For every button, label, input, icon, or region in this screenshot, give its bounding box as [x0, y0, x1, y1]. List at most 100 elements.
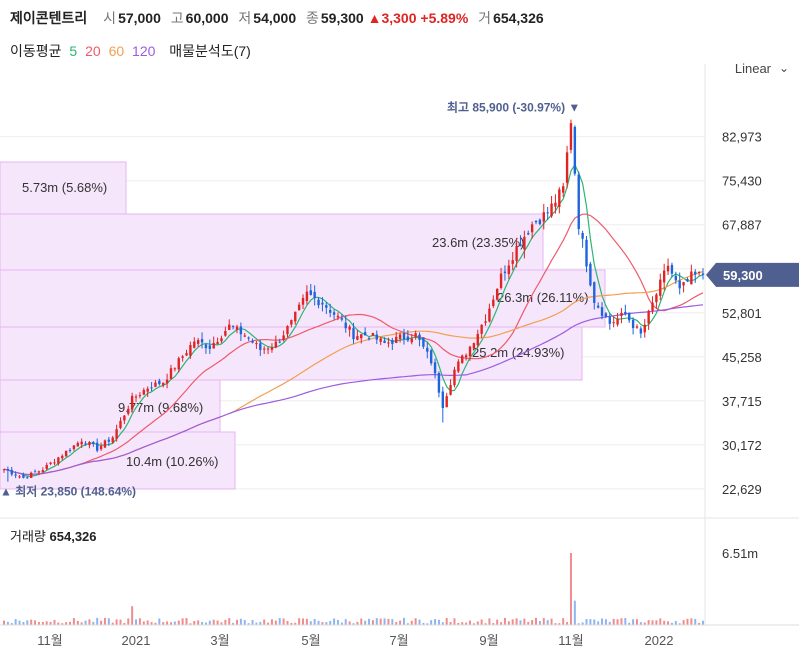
candle-body [363, 332, 367, 336]
candle-body [297, 304, 301, 311]
candle-body [624, 311, 627, 315]
scale-selector[interactable]: Linear [734, 61, 771, 76]
volume-bar [476, 621, 479, 625]
volume-bar [597, 621, 600, 625]
candle-body [37, 471, 41, 473]
volume-bar [604, 619, 607, 625]
volume-bar [511, 619, 514, 625]
candle-body [317, 299, 320, 306]
volume-bar [103, 617, 106, 625]
candle-body [488, 308, 491, 322]
volume-bar [224, 619, 227, 625]
candle-body [589, 263, 592, 286]
candle-body [88, 442, 91, 446]
candle-body [169, 368, 173, 380]
candle-body [429, 350, 433, 364]
volume-bar [492, 623, 495, 625]
volume-bar [535, 617, 538, 625]
volume-bar [418, 619, 421, 625]
candle-body [33, 471, 37, 473]
candle-body [99, 446, 103, 450]
volume-bar [465, 622, 468, 625]
x-tick-label: 7월 [389, 633, 408, 648]
volume-bar [6, 621, 9, 625]
volume-bar [344, 619, 347, 625]
candle-body [294, 311, 297, 322]
candle-body [387, 342, 390, 344]
volume-bar [14, 619, 17, 625]
candle-body [340, 318, 344, 320]
candle-body [332, 312, 336, 315]
current-price-badge [706, 262, 799, 287]
candle-body [313, 291, 316, 298]
volume-profile-label[interactable]: 매물분석도(7) [169, 43, 251, 59]
close-value: 59,300 [320, 10, 364, 26]
candle-body [461, 355, 464, 363]
volume-bar [426, 623, 429, 625]
candle-body [398, 334, 402, 339]
candle-body [146, 388, 149, 392]
low-value: 54,000 [253, 10, 297, 26]
candle-body [127, 408, 130, 414]
low-label: 저 [238, 10, 252, 26]
candle-body [181, 356, 184, 358]
y-tick-label: 30,172 [722, 438, 762, 453]
candle-body [674, 275, 678, 281]
volume-bar [127, 618, 130, 625]
candle-body [659, 279, 662, 296]
volume-bar [239, 618, 242, 625]
x-tick-label: 3월 [210, 633, 229, 648]
stock-header: 제이콘텐트리 시 57,000 고 60,000 저 54,000 종 59,300 ▲… [10, 8, 544, 28]
volume-bar [496, 619, 499, 625]
y-tick-label: 45,258 [722, 350, 762, 365]
candle-body [383, 340, 386, 343]
volume-bar [177, 620, 180, 625]
change-value: 3,300 [381, 10, 417, 26]
ma-20-label: 20 [85, 43, 101, 59]
candle-body [14, 474, 17, 476]
volume-bar [667, 621, 670, 625]
candle-body [274, 341, 278, 348]
ma-120-line [3, 304, 704, 476]
volume-bar [282, 618, 285, 625]
candle-body [200, 339, 204, 343]
volume-bar [274, 620, 277, 625]
candle-body [356, 336, 359, 340]
volume-bar [647, 620, 650, 625]
candle-body [247, 337, 250, 339]
volume-bar [589, 619, 592, 625]
volume-bar [263, 619, 266, 625]
volume-bar [531, 620, 534, 625]
candle-body [76, 442, 79, 447]
candle-body [154, 382, 157, 387]
volume-max-label: 6.51m [722, 546, 758, 561]
candle-body [647, 310, 650, 324]
volume-bar [107, 618, 110, 625]
candle-body [80, 441, 83, 445]
candle-body [61, 455, 64, 459]
volume-bar [469, 620, 471, 625]
volume-bar [228, 618, 231, 625]
candle-body [457, 361, 460, 372]
volume-bar [379, 618, 382, 625]
volume-bar [255, 622, 258, 625]
volume-bar [185, 618, 188, 625]
volume-bar [92, 621, 95, 625]
candle-body [262, 348, 266, 350]
volume-bar [37, 622, 40, 625]
ma-label[interactable]: 이동평균 [10, 43, 62, 59]
volume-bar [313, 618, 316, 625]
indicator-legend: 이동평균 5 20 60 120 매물분석도(7) [10, 41, 255, 61]
candle-body [305, 291, 309, 302]
candle-body [410, 338, 413, 343]
volume-bar [410, 620, 413, 625]
candle-body [612, 322, 615, 324]
volume-bar [309, 621, 312, 625]
candle-body [130, 395, 134, 410]
chevron-down-icon[interactable]: ⌄ [778, 61, 789, 75]
candle-body [562, 186, 565, 193]
volume-bar [375, 618, 378, 625]
volume-value: 654,326 [493, 10, 544, 26]
candle-body [41, 470, 45, 473]
